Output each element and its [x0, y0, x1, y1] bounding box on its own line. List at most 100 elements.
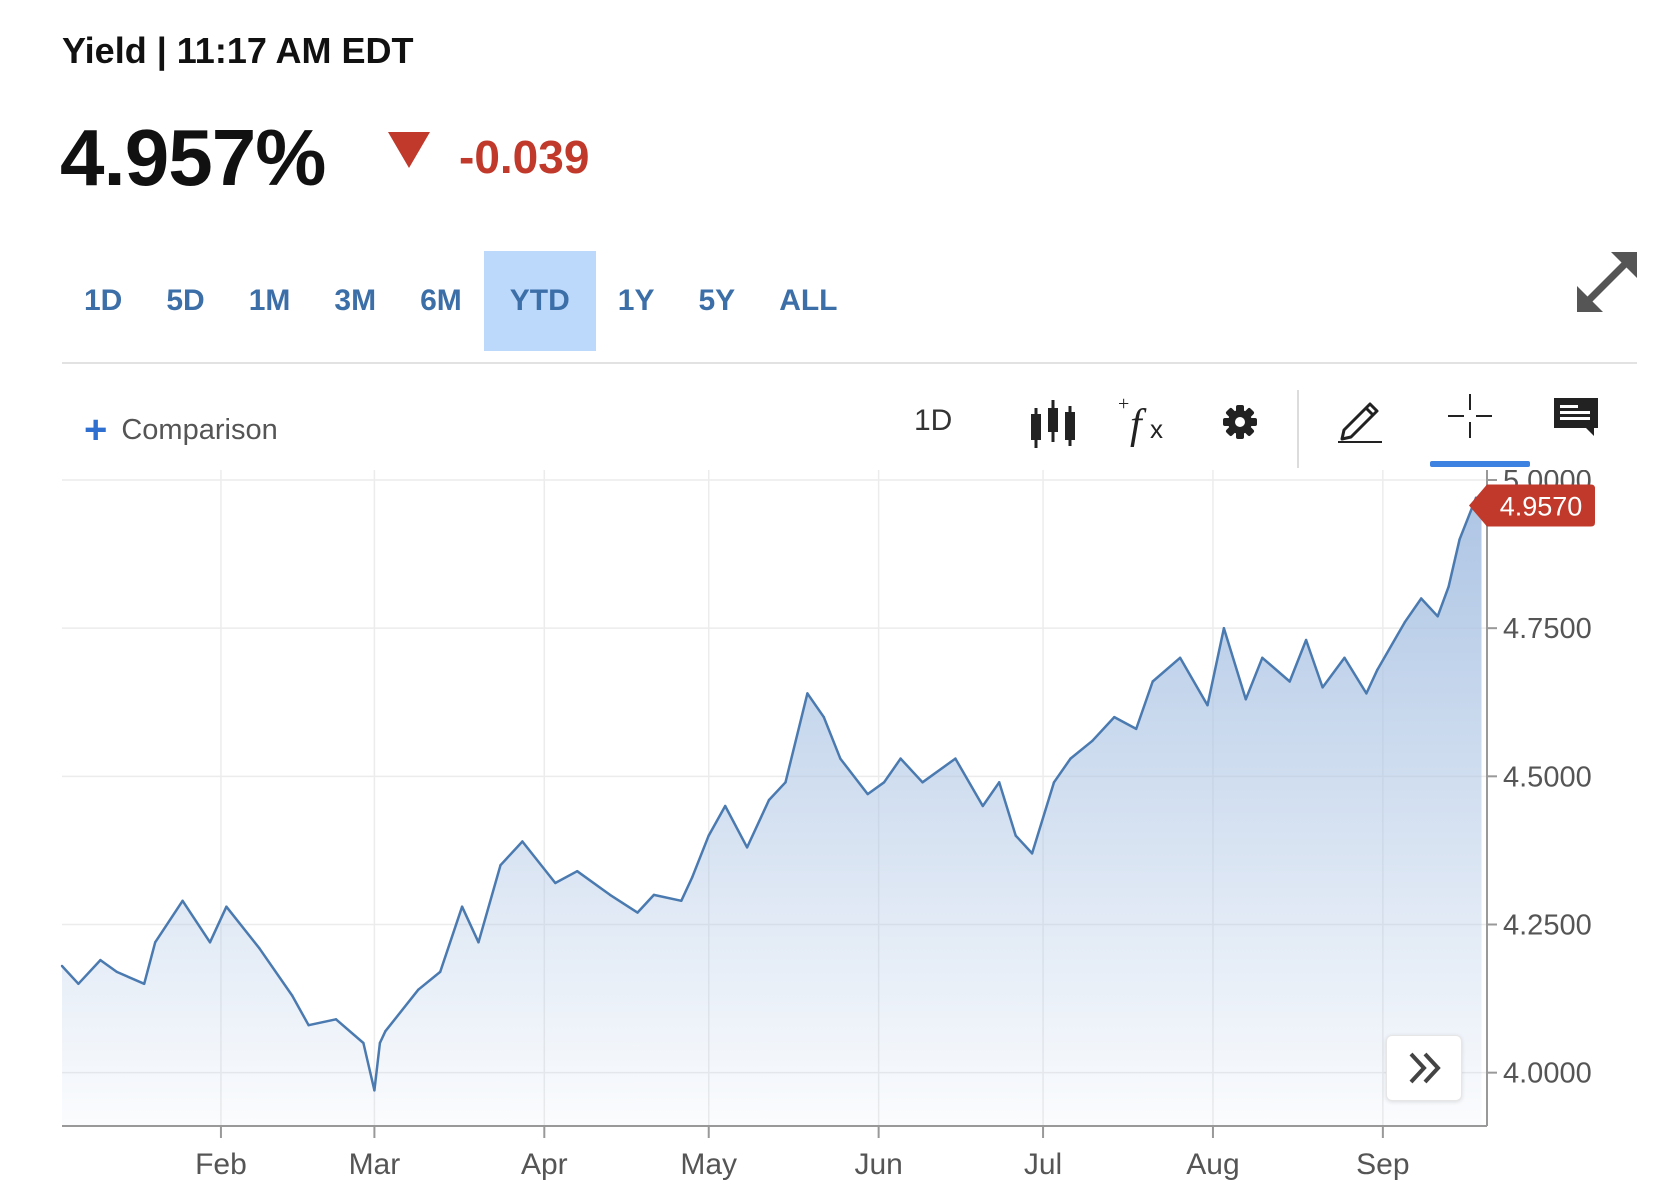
x-tick-label: Apr [521, 1148, 568, 1181]
data-point [784, 781, 787, 784]
data-point [1261, 656, 1264, 659]
data-point [767, 798, 771, 802]
tab-range-1y[interactable]: 1Y [617, 284, 655, 317]
svg-text:+: + [1118, 394, 1129, 415]
data-point [1376, 668, 1379, 671]
data-point [1403, 621, 1407, 624]
data-point [1343, 656, 1346, 659]
data-point [373, 1089, 376, 1092]
data-point [899, 757, 902, 760]
data-point [1420, 597, 1423, 600]
y-tick-label: 4.5000 [1503, 761, 1592, 793]
tab-range-ytd[interactable]: YTD [483, 251, 596, 351]
yield-area [62, 497, 1482, 1126]
data-point [1304, 638, 1308, 642]
data-point [806, 692, 809, 695]
data-point [1244, 698, 1248, 701]
data-point [1151, 680, 1154, 683]
data-point [1091, 739, 1094, 742]
indicators-fx-icon[interactable]: + f x [1118, 394, 1172, 450]
candlestick-icon[interactable] [1028, 400, 1078, 450]
tab-range-5d[interactable]: 5D [166, 284, 205, 317]
x-tick-label: Jun [854, 1148, 902, 1181]
data-point [499, 864, 502, 867]
data-point [554, 881, 557, 885]
data-point [60, 964, 64, 968]
data-point [307, 1024, 310, 1027]
data-point [1052, 781, 1056, 784]
data-point [882, 781, 886, 784]
data-point [1222, 627, 1226, 630]
data-point [384, 1030, 387, 1033]
data-point [99, 958, 102, 962]
expand-icon[interactable] [1575, 250, 1639, 314]
data-point [680, 899, 683, 902]
interval-selector[interactable]: 1D [914, 404, 953, 437]
data-point [154, 941, 157, 944]
tab-range-5y[interactable]: 5Y [698, 284, 736, 317]
y-tick-label: 4.2500 [1503, 909, 1592, 941]
toolbar-separator [1297, 390, 1299, 468]
yield-change: -0.039 [459, 131, 590, 183]
data-point [691, 875, 694, 879]
gear-icon[interactable] [1220, 400, 1260, 444]
scroll-right-button[interactable] [1386, 1035, 1462, 1101]
data-point [181, 899, 184, 902]
comparison-label: Comparison [121, 413, 278, 446]
x-tick-label: Jul [1024, 1148, 1062, 1181]
pencil-icon[interactable] [1336, 394, 1386, 444]
data-point [636, 911, 639, 914]
data-point [745, 846, 749, 849]
last-value-tag: 4.9570 [1469, 484, 1595, 527]
current-yield: 4.957% [60, 113, 326, 202]
data-point [143, 982, 146, 985]
tab-range-1m[interactable]: 1M [248, 284, 291, 317]
data-point [1436, 615, 1439, 618]
data-point [521, 840, 524, 843]
down-arrow-icon [388, 132, 430, 168]
data-point [77, 982, 80, 985]
data-point [378, 1041, 382, 1045]
data-point [208, 941, 212, 944]
data-point [477, 941, 480, 944]
svg-text:f: f [1130, 402, 1147, 448]
data-point [724, 804, 727, 808]
data-point [866, 792, 869, 796]
data-point [460, 905, 464, 908]
data-point [291, 994, 294, 997]
active-tool-indicator [1430, 461, 1530, 467]
data-point [225, 905, 228, 908]
data-point [1113, 715, 1116, 719]
data-point [439, 970, 442, 974]
data-point [258, 947, 261, 950]
tab-range-3m[interactable]: 3M [334, 284, 377, 317]
data-point [1030, 852, 1034, 855]
data-point [1206, 704, 1209, 707]
tab-range-1d[interactable]: 1D [84, 284, 123, 317]
data-point [334, 1018, 338, 1021]
data-point [652, 893, 656, 897]
data-point [1447, 585, 1450, 588]
yield-chart[interactable]: Feb Mar Apr May Jun Jul Aug Sep 4.0000 4.2500 4.5… [0, 470, 1668, 1198]
data-point [839, 757, 842, 760]
data-point [1135, 727, 1138, 731]
crosshair-icon[interactable] [1446, 392, 1494, 440]
y-tick-label: 4.7500 [1503, 613, 1592, 645]
divider [62, 362, 1637, 364]
x-tick-label: Sep [1356, 1148, 1409, 1181]
comment-icon[interactable] [1552, 396, 1600, 438]
data-point [707, 834, 710, 837]
comparison-button[interactable]: + Comparison [84, 410, 278, 450]
data-point [1458, 538, 1461, 541]
data-point [1365, 692, 1368, 695]
x-tick-label: Mar [349, 1148, 401, 1181]
data-point [417, 988, 420, 991]
x-axis-ticks: Feb Mar Apr May Jun Jul Aug Sep [195, 1126, 1410, 1181]
data-point [921, 781, 924, 784]
tab-range-all[interactable]: ALL [779, 284, 838, 317]
data-point [1288, 680, 1291, 683]
tab-range-6m[interactable]: 6M [420, 284, 462, 317]
y-tick-label: 4.0000 [1503, 1058, 1592, 1090]
data-point [1178, 656, 1182, 659]
